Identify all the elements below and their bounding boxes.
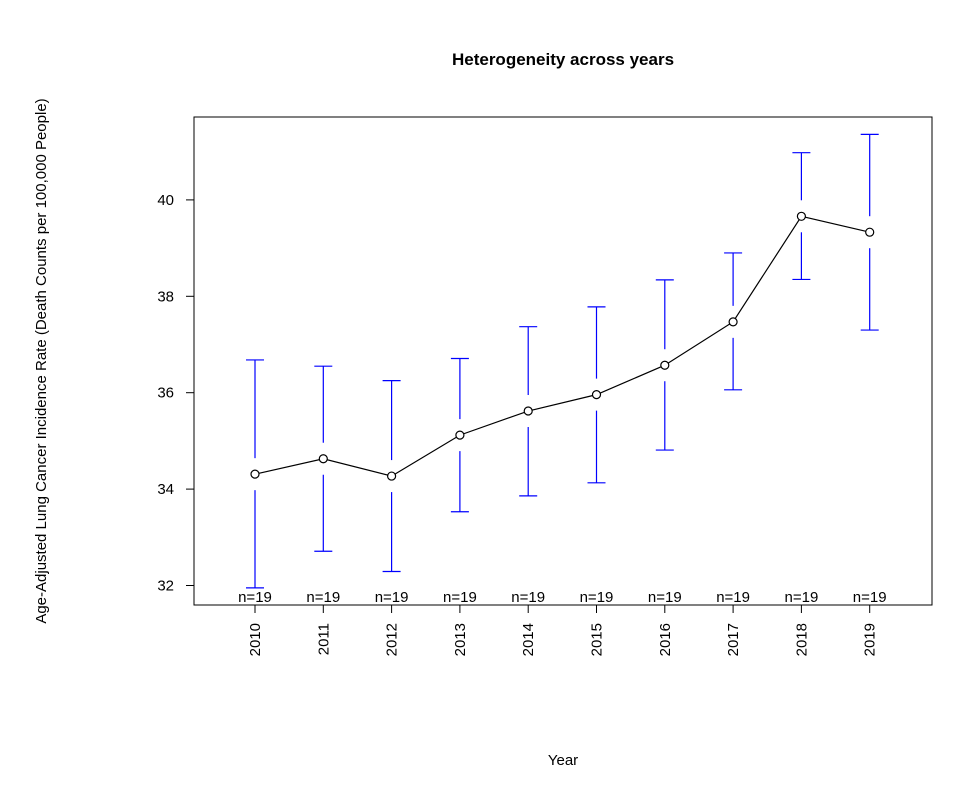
series-polyline: [254, 215, 870, 477]
y-axis: 32 34 36 38 40: [157, 192, 195, 595]
data-point: [387, 471, 397, 481]
y-axis-label: Age-Adjusted Lung Cancer Incidence Rate …: [33, 98, 50, 623]
data-point: [455, 430, 465, 440]
data-point: [591, 390, 602, 400]
data-point: [865, 227, 875, 237]
data-point: [796, 211, 807, 221]
data-point: [250, 469, 260, 479]
data-point: [523, 406, 533, 416]
n-label: n=19: [580, 589, 614, 606]
n-label: n=19: [306, 589, 340, 606]
x-tick-label: 2017: [725, 623, 742, 656]
x-tick-label: 2015: [589, 623, 606, 656]
chart-title: Heterogeneity across years: [452, 50, 674, 69]
plot-frame: [193, 116, 933, 606]
n-labels: n=19 n=19 n=19 n=19 n=19 n=19 n=19 n=19 n=19 n=19: [238, 589, 886, 606]
y-tick-label: 36: [157, 385, 174, 402]
x-tick-label: 2014: [520, 623, 537, 656]
data-points: [250, 211, 875, 481]
x-tick-label: 2019: [862, 623, 879, 656]
n-label: n=19: [511, 589, 545, 606]
data-point: [728, 317, 738, 327]
y-tick-label: 34: [157, 481, 174, 498]
x-tick-label: 2016: [657, 623, 674, 656]
n-label: n=19: [785, 589, 819, 606]
error-bars: [246, 133, 879, 589]
n-label: n=19: [238, 589, 272, 606]
x-tick-label: 2011: [315, 623, 332, 655]
data-point: [318, 454, 328, 464]
data-point: [660, 360, 670, 370]
y-tick-label: 32: [157, 578, 174, 595]
n-label: n=19: [648, 589, 682, 606]
n-label: n=19: [853, 589, 887, 606]
n-label: n=19: [375, 589, 409, 606]
y-tick-label: 40: [157, 192, 174, 209]
n-label: n=19: [716, 589, 750, 606]
x-axis: 2010 2011 2012 2013 2014 2015 2016 2017 2018 2019: [247, 604, 879, 656]
x-tick-label: 2012: [384, 623, 401, 656]
x-tick-label: 2013: [452, 623, 469, 656]
x-tick-label: 2010: [247, 623, 264, 656]
x-axis-label: Year: [548, 752, 578, 769]
y-tick-label: 38: [157, 288, 174, 305]
n-label: n=19: [443, 589, 477, 606]
series-line: [254, 215, 870, 477]
x-tick-label: 2018: [793, 623, 810, 656]
